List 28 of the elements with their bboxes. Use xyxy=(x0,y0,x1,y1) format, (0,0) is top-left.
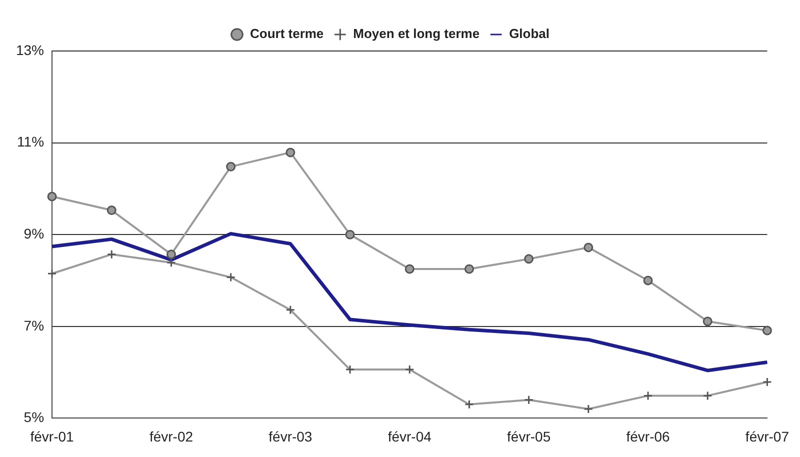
point xyxy=(464,264,474,274)
y-tick-label: 9% xyxy=(24,225,44,242)
point xyxy=(345,230,355,240)
x-tick-label: févr-05 xyxy=(507,428,551,444)
point xyxy=(286,148,296,158)
x-tick-label: févr-07 xyxy=(745,428,790,444)
x-tick-label: févr-04 xyxy=(388,428,432,444)
x-tick-label: févr-02 xyxy=(149,428,194,444)
point xyxy=(47,192,57,202)
point xyxy=(226,162,236,172)
point xyxy=(702,316,712,326)
legend-label: Court terme xyxy=(250,26,324,42)
y-tick-label: 11% xyxy=(17,134,44,150)
y-tick-label: 13% xyxy=(16,42,44,58)
point xyxy=(584,242,594,252)
point xyxy=(524,254,534,264)
point xyxy=(166,250,176,260)
point xyxy=(106,206,116,216)
point xyxy=(404,264,414,274)
y-tick-label: 7% xyxy=(24,317,44,334)
y-tick-label: 5% xyxy=(24,409,44,426)
x-tick-label: févr-06 xyxy=(626,428,670,444)
x-tick-label: févr-03 xyxy=(268,428,312,444)
x-tick-label: févr-01 xyxy=(30,428,74,444)
point xyxy=(762,326,772,336)
legend-label: Global xyxy=(509,26,550,42)
point xyxy=(643,276,653,286)
legend-label: Moyen et long terme xyxy=(353,26,480,42)
